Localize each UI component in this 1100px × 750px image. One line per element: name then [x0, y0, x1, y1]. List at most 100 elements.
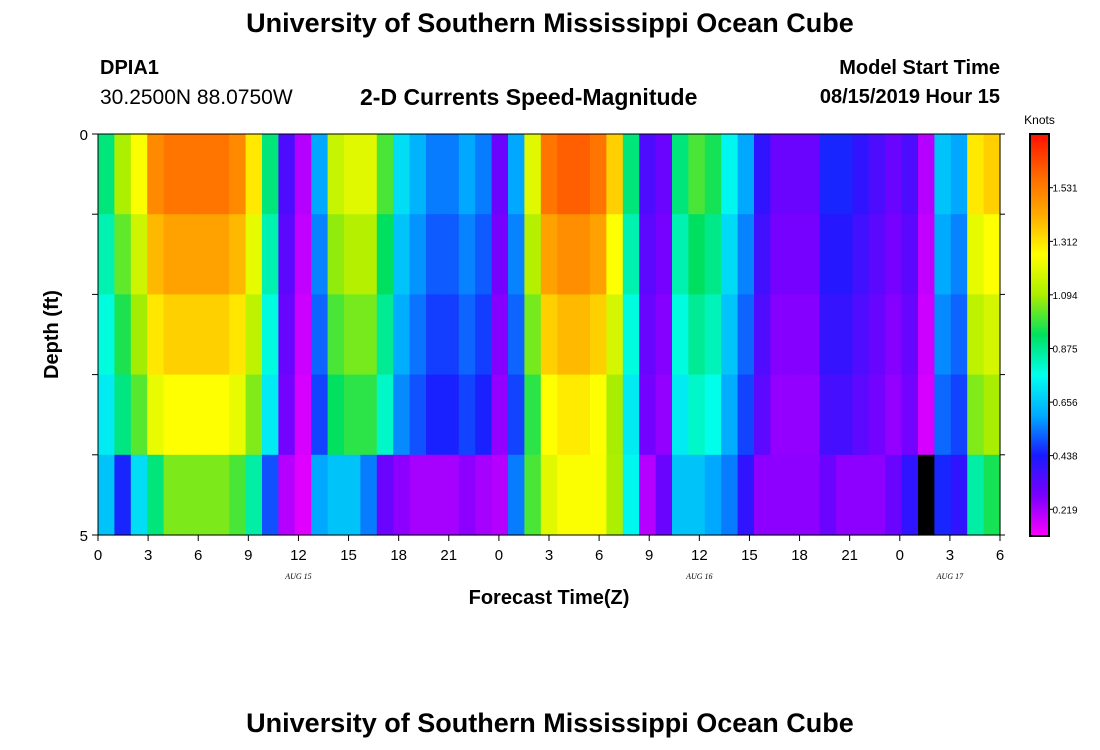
heatmap-cell — [590, 134, 607, 215]
heatmap-cell — [754, 214, 771, 295]
heatmap-cell — [983, 454, 1001, 536]
heatmap-cell — [196, 454, 214, 536]
heatmap-cell — [688, 134, 706, 215]
heatmap-cell — [508, 294, 525, 376]
heatmap-cell — [130, 134, 148, 215]
x-tick-label: 12 — [691, 547, 708, 564]
heatmap-cell — [819, 134, 837, 215]
date-label: AUG 17 — [936, 572, 964, 581]
heatmap-cell — [114, 374, 132, 456]
heatmap-cell — [344, 454, 361, 536]
heatmap-cells — [98, 134, 1001, 536]
heatmap-cell — [590, 454, 607, 536]
heatmap-cell — [868, 214, 886, 295]
heatmap-cell — [770, 454, 788, 536]
heatmap-cell — [376, 214, 394, 295]
heatmap-cell — [294, 214, 312, 295]
heatmap-cell — [573, 454, 591, 536]
heatmap-cell — [639, 454, 657, 536]
heatmap-cell — [475, 374, 493, 456]
heatmap-cell — [737, 294, 755, 376]
heatmap-cell — [163, 214, 181, 295]
heatmap-cell — [540, 134, 558, 215]
x-tick-label: 3 — [545, 547, 553, 564]
heatmap-cell — [442, 294, 460, 376]
heatmap-cell — [212, 134, 230, 215]
heatmap-cell — [212, 294, 230, 376]
heatmap-cell — [672, 454, 689, 536]
heatmap-cell — [901, 294, 919, 376]
heatmap-cell — [196, 134, 214, 215]
heatmap-cell — [311, 294, 329, 376]
heatmap-cell — [475, 454, 493, 536]
heatmap-cell — [639, 134, 657, 215]
heatmap-cell — [868, 374, 886, 456]
heatmap-cell — [885, 374, 903, 456]
heatmap-cell — [967, 374, 985, 456]
heatmap-cell — [950, 454, 968, 536]
heatmap-cell — [934, 454, 952, 536]
heatmap-cell — [524, 134, 542, 215]
heatmap-cell — [737, 134, 755, 215]
heatmap-cell — [606, 294, 624, 376]
heatmap-cell — [294, 294, 312, 376]
heatmap-cell — [360, 294, 378, 376]
heatmap-cell — [950, 374, 968, 456]
heatmap-cell — [180, 294, 197, 376]
heatmap-cell — [803, 134, 821, 215]
heatmap-cell — [442, 214, 460, 295]
heatmap-cell — [590, 214, 607, 295]
heatmap-cell — [770, 294, 788, 376]
heatmap-cell — [327, 374, 345, 456]
heatmap-cell — [409, 294, 427, 376]
heatmap-cell — [180, 214, 197, 295]
heatmap-cell — [770, 134, 788, 215]
heatmap-cell — [754, 374, 771, 456]
heatmap-cell — [360, 134, 378, 215]
heatmap-cell — [885, 294, 903, 376]
heatmap-cell — [983, 214, 1001, 295]
heatmap-cell — [130, 294, 148, 376]
heatmap-cell — [491, 134, 509, 215]
heatmap-cell — [458, 294, 476, 376]
x-tick-label: 0 — [495, 547, 503, 564]
heatmap-cell — [950, 294, 968, 376]
heatmap-cell — [147, 374, 165, 456]
heatmap-cell — [229, 454, 247, 536]
heatmap-cell — [852, 294, 870, 376]
heatmap-cell — [786, 134, 804, 215]
heatmap-cell — [557, 214, 575, 295]
heatmap-cell — [721, 374, 739, 456]
heatmap-cell — [360, 214, 378, 295]
heatmap-cell — [163, 294, 181, 376]
x-tick-label: 6 — [194, 547, 202, 564]
x-tick-label: 21 — [440, 547, 457, 564]
heatmap-cell — [344, 374, 361, 456]
heatmap-cell — [557, 454, 575, 536]
heatmap-cell — [573, 134, 591, 215]
heatmap-cell — [803, 374, 821, 456]
x-tick-label: 15 — [340, 547, 357, 564]
heatmap-cell — [524, 294, 542, 376]
heatmap-cell — [229, 214, 247, 295]
heatmap-cell — [819, 454, 837, 536]
heatmap-cell — [393, 214, 411, 295]
heatmap-cell — [868, 134, 886, 215]
heatmap-cell — [672, 374, 689, 456]
heatmap-cell — [918, 214, 935, 295]
heatmap-cell — [934, 214, 952, 295]
heatmap-cell — [245, 374, 263, 456]
heatmap-cell — [540, 294, 558, 376]
heatmap-cell — [376, 134, 394, 215]
heatmap-cell — [163, 374, 181, 456]
heatmap-cell — [606, 454, 624, 536]
heatmap-cell — [262, 374, 279, 456]
colorbar-tick-label: 0.219 — [1052, 505, 1077, 516]
heatmap-cell — [360, 454, 378, 536]
heatmap-cell — [540, 374, 558, 456]
heatmap-cell — [918, 374, 935, 456]
x-tick-label: 12 — [290, 547, 307, 564]
heatmap-cell — [262, 214, 279, 295]
heatmap-cell — [639, 214, 657, 295]
y-axis-label: Depth (ft) — [41, 290, 63, 379]
